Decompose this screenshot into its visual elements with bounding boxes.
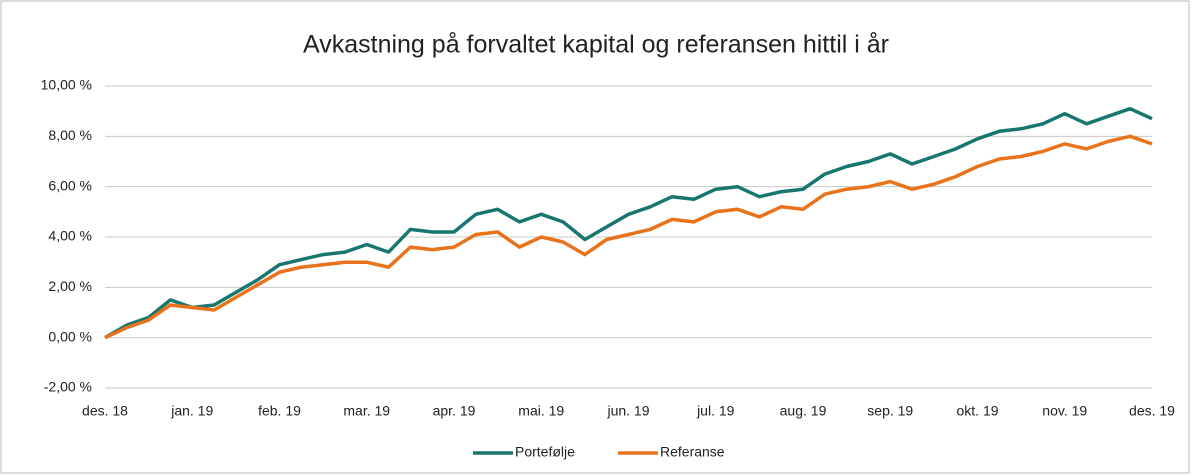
x-tick-label: des. 19 (1129, 403, 1175, 419)
chart-title: Avkastning på forvaltet kapital og refer… (303, 31, 889, 59)
y-tick-label: -2,00 % (44, 379, 92, 395)
x-tick-label: sep. 19 (867, 403, 913, 419)
x-tick-label: jan. 19 (170, 403, 213, 419)
y-tick-label: 0,00 % (48, 328, 92, 344)
y-tick-label: 6,00 % (48, 177, 92, 193)
y-tick-label: 8,00 % (48, 127, 92, 143)
y-tick-label: 4,00 % (48, 228, 92, 244)
y-tick-label: 2,00 % (48, 278, 92, 294)
x-tick-label: jun. 19 (606, 403, 649, 419)
x-tick-label: jul. 19 (696, 403, 735, 419)
legend-label: Portefølje (515, 444, 575, 460)
x-tick-label: nov. 19 (1042, 403, 1087, 419)
x-tick-label: aug. 19 (780, 403, 827, 419)
x-tick-label: des. 18 (82, 403, 128, 419)
legend-label: Referanse (660, 444, 725, 460)
x-tick-label: apr. 19 (433, 403, 476, 419)
series-line (104, 106, 1153, 340)
series-line (104, 134, 1153, 340)
x-tick-label: mai. 19 (518, 403, 564, 419)
x-tick-label: mar. 19 (343, 403, 390, 419)
y-tick-label: 10,00 % (41, 77, 92, 93)
x-tick-label: feb. 19 (258, 403, 301, 419)
x-tick-label: okt. 19 (956, 403, 998, 419)
